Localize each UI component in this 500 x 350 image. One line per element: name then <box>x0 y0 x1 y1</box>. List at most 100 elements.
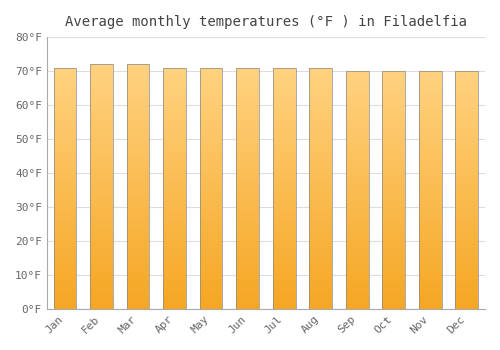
Bar <box>90 166 113 167</box>
Bar <box>127 170 150 172</box>
Bar <box>382 224 405 225</box>
Bar <box>310 288 332 289</box>
Bar <box>456 129 478 131</box>
Bar <box>419 172 442 173</box>
Bar <box>382 219 405 221</box>
Bar <box>164 102 186 103</box>
Bar <box>54 147 76 148</box>
Bar <box>456 107 478 108</box>
Bar <box>164 175 186 176</box>
Bar <box>382 274 405 275</box>
Bar <box>164 115 186 116</box>
Bar <box>54 78 76 80</box>
Bar <box>90 112 113 113</box>
Bar <box>90 154 113 155</box>
Bar <box>236 150 259 151</box>
Bar <box>310 267 332 268</box>
Bar <box>127 155 150 156</box>
Bar <box>90 178 113 179</box>
Bar <box>54 197 76 198</box>
Bar <box>90 279 113 281</box>
Bar <box>346 109 368 110</box>
Bar <box>310 136 332 138</box>
Bar <box>54 71 76 72</box>
Bar <box>382 71 405 309</box>
Bar <box>310 77 332 78</box>
Bar <box>310 224 332 226</box>
Bar <box>127 135 150 136</box>
Bar <box>382 179 405 180</box>
Bar <box>346 189 368 190</box>
Bar <box>310 243 332 244</box>
Bar <box>236 300 259 301</box>
Bar <box>90 125 113 127</box>
Bar <box>382 116 405 117</box>
Bar <box>346 258 368 259</box>
Bar <box>382 77 405 78</box>
Bar <box>54 276 76 278</box>
Bar <box>164 123 186 124</box>
Bar <box>310 107 332 108</box>
Bar <box>236 168 259 169</box>
Bar <box>346 188 368 189</box>
Bar <box>346 194 368 195</box>
Bar <box>200 269 222 270</box>
Bar <box>419 158 442 159</box>
Bar <box>310 264 332 265</box>
Bar <box>236 74 259 75</box>
Bar <box>310 270 332 271</box>
Bar <box>200 164 222 165</box>
Bar <box>164 304 186 305</box>
Bar <box>419 165 442 166</box>
Bar <box>200 246 222 247</box>
Bar <box>90 292 113 293</box>
Bar <box>419 255 442 257</box>
Bar <box>54 111 76 112</box>
Bar <box>164 228 186 229</box>
Bar <box>127 133 150 134</box>
Bar <box>200 173 222 174</box>
Bar <box>164 172 186 173</box>
Bar <box>90 308 113 309</box>
Bar <box>127 244 150 245</box>
Bar <box>200 183 222 184</box>
Bar <box>273 288 295 289</box>
Bar <box>419 248 442 249</box>
Bar <box>236 282 259 284</box>
Bar <box>382 132 405 133</box>
Bar <box>456 215 478 216</box>
Bar <box>310 151 332 152</box>
Bar <box>310 186 332 187</box>
Bar <box>382 191 405 192</box>
Bar <box>346 131 368 132</box>
Bar <box>346 230 368 231</box>
Bar <box>127 79 150 80</box>
Bar <box>54 123 76 124</box>
Bar <box>54 271 76 273</box>
Bar <box>419 189 442 190</box>
Bar <box>419 281 442 282</box>
Bar <box>273 133 295 134</box>
Bar <box>236 80 259 81</box>
Bar <box>200 163 222 164</box>
Bar <box>346 214 368 215</box>
Bar <box>236 251 259 252</box>
Bar <box>200 221 222 222</box>
Bar <box>54 126 76 127</box>
Bar <box>456 89 478 90</box>
Bar <box>273 278 295 279</box>
Bar <box>127 140 150 141</box>
Bar <box>127 290 150 292</box>
Bar <box>164 144 186 145</box>
Bar <box>382 306 405 308</box>
Bar <box>310 142 332 144</box>
Bar <box>90 255 113 256</box>
Bar <box>200 139 222 140</box>
Bar <box>419 191 442 192</box>
Bar <box>200 89 222 91</box>
Bar <box>456 128 478 129</box>
Bar <box>127 210 150 211</box>
Bar <box>54 305 76 306</box>
Bar <box>346 278 368 279</box>
Bar <box>346 221 368 222</box>
